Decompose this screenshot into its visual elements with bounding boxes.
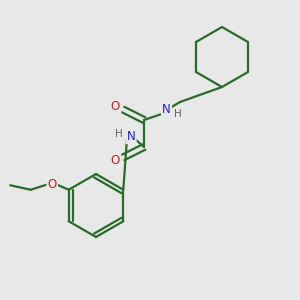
Text: O: O <box>111 100 120 113</box>
Text: H: H <box>115 129 123 139</box>
Text: N: N <box>127 130 136 143</box>
Text: N: N <box>162 103 171 116</box>
Text: O: O <box>111 154 120 167</box>
Text: H: H <box>174 109 182 119</box>
Text: O: O <box>48 178 57 191</box>
